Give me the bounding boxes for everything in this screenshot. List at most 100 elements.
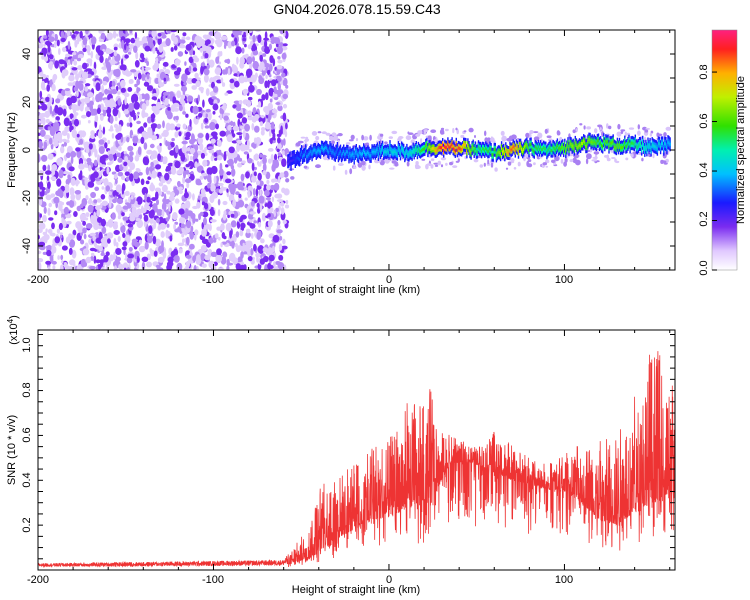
ridge-core (352, 151, 354, 155)
ridge-core (599, 141, 602, 145)
noise-speck (199, 143, 204, 151)
noise-speck (53, 196, 60, 204)
noise-speck (100, 32, 106, 41)
noise-speck (163, 193, 167, 203)
ridge-core (618, 143, 621, 147)
noise-speck (149, 143, 155, 149)
ridge-core (442, 143, 444, 147)
ridge-core (610, 141, 612, 145)
noise-speck (193, 151, 199, 159)
noise-speck (173, 70, 181, 76)
noise-speck (56, 157, 63, 166)
ridge-core (542, 147, 544, 151)
noise-speck (141, 65, 144, 75)
ridge-core (301, 155, 304, 159)
noise-speck (150, 182, 154, 191)
noise-speck (146, 261, 152, 268)
noise-speck (159, 142, 162, 147)
noise-speck (178, 166, 185, 174)
noise-speck (115, 134, 122, 140)
noise-speck (101, 266, 105, 270)
ridge-core (438, 145, 441, 149)
noise-speck (267, 79, 270, 88)
noise-speck (165, 122, 171, 131)
ridge-core (331, 151, 333, 155)
ridge-halo-speck (575, 128, 578, 132)
noise-speck (124, 43, 127, 51)
ridge-core (454, 149, 456, 153)
ridge-core (349, 151, 351, 156)
noise-speck (76, 133, 80, 138)
noise-speck (247, 190, 251, 198)
noise-speck (45, 96, 50, 102)
noise-speck (203, 239, 207, 245)
ridge-halo-speck (463, 130, 467, 133)
noise-speck (82, 248, 90, 256)
ridge-halo-speck (484, 130, 487, 137)
ridge-halo-speck (529, 130, 534, 134)
noise-speck (126, 136, 130, 143)
noise-speck (155, 47, 158, 52)
noise-speck (131, 238, 138, 243)
ridge-core (647, 142, 649, 147)
ridge-core (654, 145, 656, 149)
noise-speck (143, 81, 150, 87)
ridge-core (395, 151, 397, 155)
ridge-core (457, 146, 460, 150)
noise-speck (264, 189, 270, 197)
noise-speck (231, 168, 236, 177)
ridge-core (533, 150, 535, 154)
noise-speck (113, 265, 118, 270)
noise-speck (189, 231, 194, 240)
ridge-halo-speck (505, 167, 509, 170)
noise-speck (210, 138, 216, 144)
noise-speck (169, 150, 175, 156)
noise-speck (260, 238, 265, 244)
ridge-halo-speck (415, 133, 421, 137)
noise-speck (161, 209, 165, 218)
noise-speck (58, 48, 61, 55)
ridge-core (545, 147, 547, 151)
noise-speck (202, 159, 208, 167)
ridge-halo-speck (361, 165, 366, 171)
noise-speck (79, 138, 84, 145)
ridge-core (403, 149, 405, 153)
noise-speck (93, 159, 98, 167)
ridge-core (529, 143, 531, 147)
ridge-halo-speck (317, 131, 322, 134)
ridge-core (539, 145, 542, 149)
noise-speck (181, 140, 188, 145)
noise-speck (98, 139, 105, 145)
ridge-core (303, 153, 305, 157)
noise-speck (95, 167, 100, 171)
noise-speck (56, 39, 60, 47)
noise-speck (54, 210, 58, 216)
noise-speck (268, 148, 274, 152)
noise-speck (253, 166, 257, 171)
ridge-core (473, 149, 475, 153)
ridge-core (341, 152, 344, 156)
noise-speck (101, 84, 104, 92)
noise-speck (61, 245, 68, 251)
snr-ytick-1.0: 1.0 (21, 337, 33, 352)
colorbar-label: Normalized spectral amplitude (735, 76, 747, 224)
noise-speck (238, 100, 243, 105)
noise-speck (261, 71, 266, 76)
noise-speck (55, 137, 58, 145)
noise-speck (165, 217, 170, 222)
noise-speck (232, 125, 239, 132)
ridge-core (495, 153, 498, 157)
ridge-core (551, 149, 553, 153)
noise-speck (105, 57, 109, 65)
noise-speck (141, 73, 146, 81)
ridge-core (470, 151, 472, 155)
noise-speck (195, 182, 203, 186)
noise-speck (278, 129, 283, 135)
noise-speck (118, 111, 121, 119)
ridge-halo-speck (384, 141, 388, 145)
noise-speck (167, 162, 174, 167)
ridge-core (381, 146, 384, 150)
noise-speck (105, 185, 111, 192)
noise-speck (136, 120, 142, 125)
ridge-core (666, 145, 668, 149)
